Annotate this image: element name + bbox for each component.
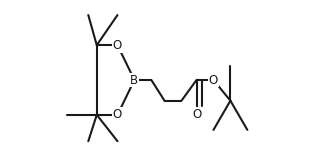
Text: B: B [130,73,138,87]
Text: O: O [209,73,218,87]
Text: O: O [192,108,201,121]
Text: O: O [113,108,122,121]
Text: O: O [113,39,122,52]
